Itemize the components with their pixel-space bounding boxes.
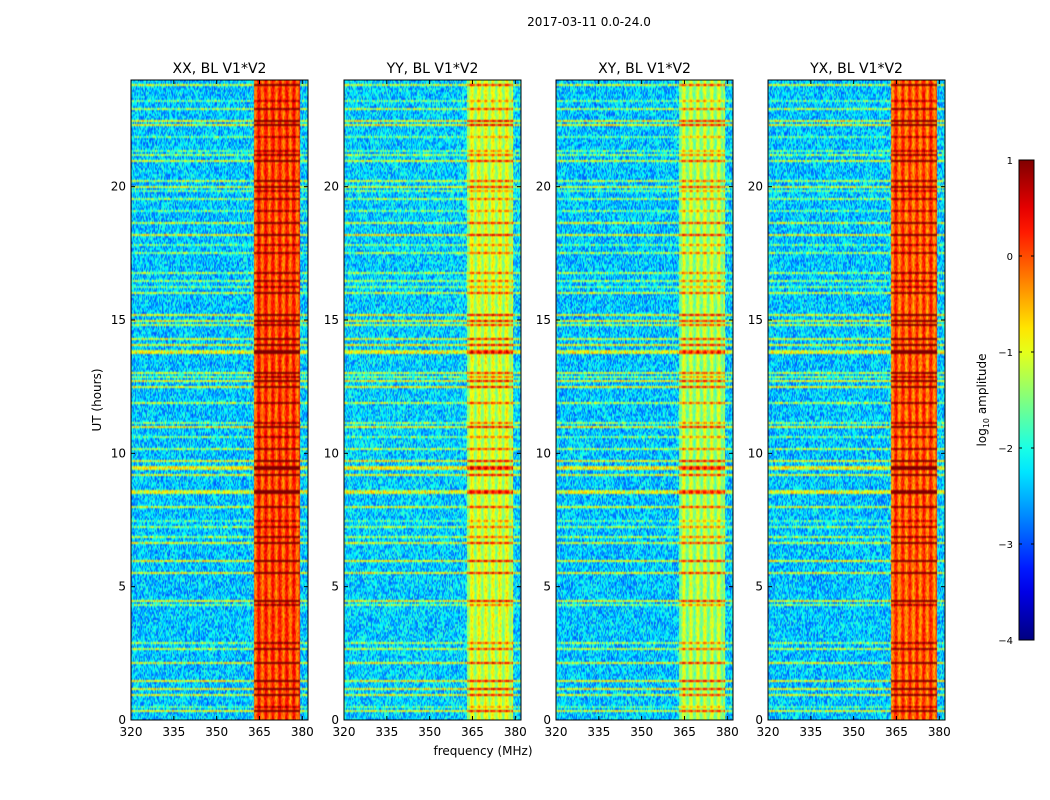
x-tick-label: 320 xyxy=(333,725,356,739)
y-tick-label: 5 xyxy=(755,580,763,594)
y-tick-label: 10 xyxy=(324,446,339,460)
panel-3-heatmap xyxy=(556,80,733,720)
x-tick-label: 380 xyxy=(928,725,951,739)
colorbar-tick-label: −1 xyxy=(998,348,1013,359)
y-tick-label: 10 xyxy=(111,446,126,460)
panel-1: XX, BL V1*V2 320 335 350 365 380 0 5 10 15 20 xyxy=(111,61,314,739)
panel-1-heatmap xyxy=(131,80,308,720)
colorbar-tick-label: −3 xyxy=(998,540,1013,551)
panel-1-frame xyxy=(130,79,309,721)
panel-1-title: XX, BL V1*V2 xyxy=(173,61,267,77)
colorbar-ticks: 1 0 −1 −2 −3 −4 xyxy=(998,156,1034,647)
x-tick-label: 335 xyxy=(799,725,822,739)
x-tick-label: 320 xyxy=(545,725,568,739)
colorbar: 10−1−2−3−4 log10 amplitude xyxy=(975,156,1035,647)
y-tick-label: 20 xyxy=(111,180,126,194)
y-tick-label: 15 xyxy=(324,313,339,327)
panel-4: YX, BL V1*V2 320 335 350 365 380 0 5 10 15 20 xyxy=(748,61,951,739)
x-tick-label: 335 xyxy=(375,725,398,739)
x-tick-label: 350 xyxy=(205,725,228,739)
y-tick-label: 20 xyxy=(324,180,339,194)
y-axis-label: UT (hours) xyxy=(90,368,104,431)
colorbar-tick-label: −2 xyxy=(998,444,1013,455)
y-tick-label: 20 xyxy=(748,180,763,194)
y-tick-label: 5 xyxy=(118,580,126,594)
colorbar-tick-label: 1 xyxy=(1007,156,1013,167)
y-tick-label: 15 xyxy=(111,313,126,327)
panel-2-heatmap xyxy=(344,80,521,720)
colorbar-label-base: log xyxy=(975,428,989,446)
panel-2-frame xyxy=(343,79,522,721)
panel-4-title: YX, BL V1*V2 xyxy=(809,61,903,77)
x-tick-label: 380 xyxy=(291,725,314,739)
x-tick-label: 380 xyxy=(716,725,739,739)
x-tick-label: 365 xyxy=(885,725,908,739)
colorbar-label-sub: 10 xyxy=(982,418,991,428)
x-tick-label: 380 xyxy=(504,725,527,739)
y-tick-label: 5 xyxy=(543,580,551,594)
x-tick-label: 365 xyxy=(461,725,484,739)
panel-2-title: YY, BL V1*V2 xyxy=(386,61,479,77)
panel-3: XY, BL V1*V2 320 335 350 365 380 0 5 10 15 20 xyxy=(536,61,739,739)
colorbar-tick-label: −4 xyxy=(998,636,1013,647)
colorbar-tick-label: 0 xyxy=(1007,252,1013,263)
x-tick-label: 350 xyxy=(630,725,653,739)
y-tick-label: 0 xyxy=(118,713,126,727)
panel-3-title: XY, BL V1*V2 xyxy=(598,61,691,77)
x-tick-label: 335 xyxy=(587,725,610,739)
y-tick-label: 10 xyxy=(536,446,551,460)
panel-2: YY, BL V1*V2 320 335 350 365 380 0 5 10 15 20 xyxy=(324,61,527,739)
colorbar-label-rest: amplitude xyxy=(975,354,989,418)
y-tick-label: 0 xyxy=(543,713,551,727)
y-tick-label: 0 xyxy=(755,713,763,727)
panel-4-frame xyxy=(767,79,946,721)
y-tick-label: 20 xyxy=(536,180,551,194)
y-tick-label: 10 xyxy=(748,446,763,460)
colorbar-label: log10 amplitude xyxy=(975,354,991,447)
x-tick-label: 350 xyxy=(418,725,441,739)
x-tick-label: 365 xyxy=(673,725,696,739)
x-tick-label: 350 xyxy=(842,725,865,739)
panel-3-frame xyxy=(555,79,734,721)
figure-suptitle: 2017-03-11 0.0-24.0 xyxy=(527,15,651,29)
y-tick-label: 15 xyxy=(536,313,551,327)
colorbar-gradient xyxy=(1018,159,1035,641)
x-tick-label: 365 xyxy=(248,725,271,739)
y-tick-label: 15 xyxy=(748,313,763,327)
y-tick-label: 0 xyxy=(331,713,339,727)
x-tick-label: 335 xyxy=(162,725,185,739)
y-tick-label: 5 xyxy=(331,580,339,594)
x-axis-label: frequency (MHz) xyxy=(433,744,532,758)
x-tick-label: 320 xyxy=(120,725,143,739)
panel-4-heatmap xyxy=(768,80,945,720)
x-tick-label: 320 xyxy=(757,725,780,739)
